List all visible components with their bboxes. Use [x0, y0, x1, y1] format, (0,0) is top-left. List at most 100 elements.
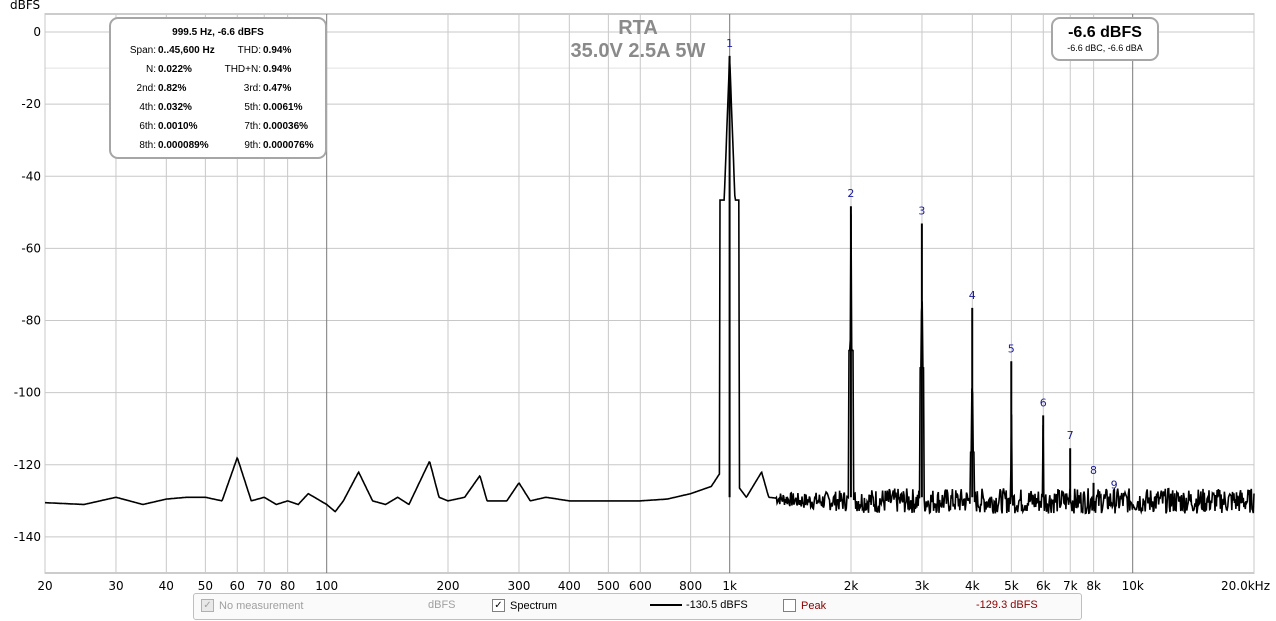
y-axis-label: dBFS [10, 0, 40, 12]
x-tick-labels: 20 30 40 50 60 70 80 100 200 300 400 500 600 800 1k 2k 3… [37, 579, 1270, 590]
chart-subtitle: 35.0V 2.5A 5W [571, 40, 706, 62]
y-tick-label: 0 [33, 25, 41, 39]
x-tick-label: 70 [257, 579, 272, 590]
y-tick-label: -20 [21, 97, 41, 111]
y-tick-label: -100 [14, 386, 41, 400]
x-tick-label: 80 [280, 579, 295, 590]
x-tick-label: 200 [437, 579, 460, 590]
peak-label: Peak [801, 599, 827, 612]
chart-title: RTA [618, 17, 658, 39]
y-tick-labels: 0 -20 -40 -60 -80 -100 -120 -140 [14, 25, 41, 544]
peak-value: -129.3 dBFS [976, 599, 1038, 611]
stats-value: 0.47% [263, 83, 292, 94]
x-tick-label: 60 [230, 579, 245, 590]
x-tick-label: 4k [965, 579, 980, 590]
stats-value: 0.022% [158, 64, 192, 75]
stats-row: 6th: 0.0010% 7th: 0.00036% [111, 117, 325, 136]
stats-header: 999.5 Hz, -6.6 dBFS [172, 27, 264, 38]
x-tick-label: 100 [315, 579, 338, 590]
harmonic-label-7: 7 [1067, 429, 1074, 442]
stats-value: 0..45,600 Hz [158, 45, 215, 56]
legend-peak-value: -129.3 dBFS [976, 599, 1038, 611]
x-tick-label: 8k [1086, 579, 1101, 590]
x-tick-label: 600 [629, 579, 652, 590]
y-tick-label: -60 [21, 241, 41, 255]
no-measurement-label: No measurement [219, 599, 304, 612]
stats-value: 0.000089% [158, 140, 209, 151]
level-weighted-values: -6.6 dBC, -6.6 dBA [1067, 43, 1143, 53]
spectrum-trace [45, 57, 1255, 515]
no-measurement-unit: dBFS [428, 599, 456, 611]
legend-peak[interactable]: Peak [783, 599, 826, 612]
legend-bar: ✓ No measurement dBFS ✓ Spectrum -130.5 … [193, 593, 1082, 620]
stats-value: 0.0010% [158, 121, 198, 132]
x-tick-label: 2k [844, 579, 859, 590]
x-tick-label: 300 [508, 579, 531, 590]
x-tick-label: 1k [722, 579, 737, 590]
harmonic-label-9: 9 [1111, 478, 1118, 491]
stats-value: 0.82% [158, 83, 187, 94]
y-tick-label: -140 [14, 530, 41, 544]
stats-label: 4th: [139, 102, 156, 113]
y-tick-label: -120 [14, 458, 41, 472]
stats-row: N: 0.022% THD+N: 0.94% [111, 60, 325, 79]
stats-value: 0.0061% [263, 102, 303, 113]
y-tick-label: -80 [21, 314, 41, 328]
legend-spectrum-value: -130.5 dBFS [650, 599, 748, 611]
x-tick-label: 7k [1063, 579, 1078, 590]
legend-spectrum[interactable]: ✓ Spectrum [492, 599, 557, 612]
x-tick-label: 20.0kHz [1221, 579, 1270, 590]
spectrum-value: -130.5 dBFS [686, 599, 748, 611]
stats-label: 2nd: [136, 83, 156, 94]
stats-value: 0.94% [263, 45, 292, 56]
stats-value: 0.000076% [263, 140, 314, 151]
harmonic-label-3: 3 [918, 205, 925, 218]
x-tick-label: 50 [198, 579, 213, 590]
x-tick-label: 20 [37, 579, 52, 590]
x-tick-label: 3k [915, 579, 930, 590]
stats-label: THD+N: [224, 64, 261, 75]
x-tick-label: 500 [597, 579, 620, 590]
stats-value: 0.00036% [263, 121, 309, 132]
stats-label: THD: [237, 45, 261, 56]
harmonic-label-2: 2 [847, 187, 854, 200]
level-main-value: -6.6 dBFS [1068, 24, 1142, 41]
distortion-stats-panel: 999.5 Hz, -6.6 dBFS Span: 0..45,600 Hz T… [109, 17, 327, 159]
spectrum-line-swatch [650, 604, 682, 606]
spectrum-line [45, 57, 1255, 515]
x-tick-label: 5k [1004, 579, 1019, 590]
stats-value: 0.032% [158, 102, 192, 113]
x-tick-label: 30 [108, 579, 123, 590]
no-measurement-checkbox: ✓ [201, 599, 214, 612]
harmonic-label-8: 8 [1090, 464, 1097, 477]
spectrum-label: Spectrum [510, 599, 558, 612]
stats-row: 2nd: 0.82% 3rd: 0.47% [111, 79, 325, 98]
harmonic-label-4: 4 [969, 289, 976, 302]
y-tick-label: -40 [21, 169, 41, 183]
x-tick-label: 6k [1036, 579, 1051, 590]
harmonic-label-1: 1 [726, 37, 733, 50]
stats-row: 8th: 0.000089% 9th: 0.000076% [111, 136, 325, 155]
harmonic-peaks: 1 2 3 4 5 6 7 8 9 [726, 37, 1118, 498]
level-readout-panel: -6.6 dBFS -6.6 dBC, -6.6 dBA [1051, 17, 1159, 61]
stats-label: 5th: [244, 102, 261, 113]
stats-row: 4th: 0.032% 5th: 0.0061% [111, 98, 325, 117]
harmonic-label-5: 5 [1008, 342, 1015, 355]
stats-label: 3rd: [243, 83, 261, 94]
legend-no-measurement: ✓ No measurement [201, 599, 303, 612]
stats-label: Span: [129, 45, 156, 56]
peak-checkbox[interactable] [783, 599, 796, 612]
x-tick-label: 10k [1122, 579, 1144, 590]
stats-label: 8th: [139, 140, 156, 151]
stats-value: 0.94% [263, 64, 292, 75]
spectrum-checkbox[interactable]: ✓ [492, 599, 505, 612]
stats-label: 7th: [244, 121, 261, 132]
x-tick-label: 400 [558, 579, 581, 590]
stats-label: 6th: [139, 121, 156, 132]
stats-row: Span: 0..45,600 Hz THD: 0.94% [111, 41, 325, 60]
x-tick-label: 40 [159, 579, 174, 590]
stats-label: 9th: [244, 140, 261, 151]
legend-no-measurement-unit: dBFS [428, 599, 456, 611]
harmonic-label-6: 6 [1040, 396, 1047, 409]
x-tick-label: 800 [679, 579, 702, 590]
